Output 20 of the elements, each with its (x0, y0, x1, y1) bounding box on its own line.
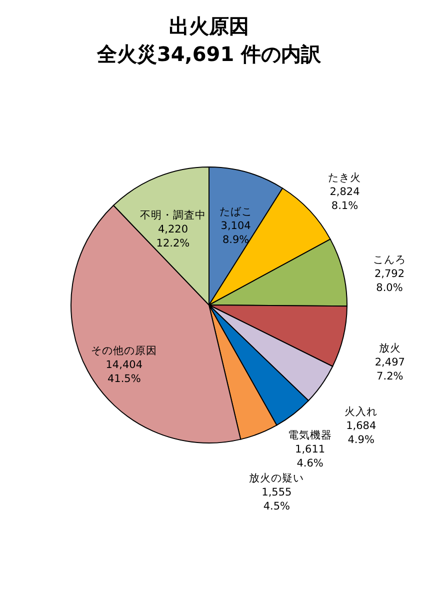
slice-label: その他の原因 (91, 345, 158, 358)
data-label: 2,497 7.2% (374, 356, 405, 382)
data-label: 1,555 4.5% (262, 486, 292, 512)
data-label: 1,611 4.6% (295, 443, 326, 470)
slice-label: たばこ (219, 206, 252, 218)
data-label: 4,220 12.2% (156, 223, 190, 250)
slice-label: たき火 (328, 170, 362, 184)
data-label: 3,104 8.9% (220, 220, 252, 246)
data-label: 2,792 8.0% (374, 268, 405, 294)
chart-subtitle: 全火災34,691 件の内訳 (96, 42, 322, 66)
slice-label: 放火の疑い (249, 471, 304, 484)
slice-label: 放火 (378, 341, 401, 354)
slice-label: 電気機器 (288, 429, 332, 442)
data-label: 2,824 8.1% (330, 186, 360, 212)
chart-title: 出火原因 (169, 14, 249, 38)
data-label: 14,404 41.5% (106, 359, 143, 386)
slice-label: こんろ (372, 254, 406, 266)
slice-label: 火入れ (344, 405, 378, 418)
data-label: 1,684 4.9% (346, 420, 376, 446)
slice-label: 不明・調査中 (140, 208, 206, 222)
